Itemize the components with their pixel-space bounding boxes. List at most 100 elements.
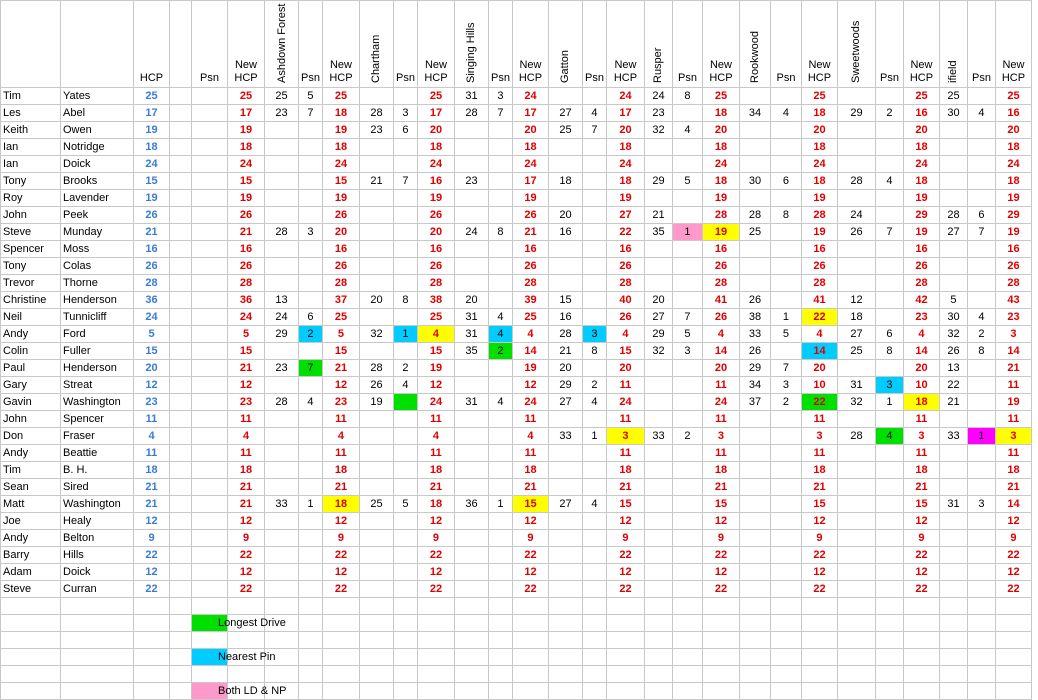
blank-cell bbox=[769, 631, 802, 649]
score-cell bbox=[298, 410, 323, 428]
player-last-name: Ford bbox=[60, 325, 134, 343]
header-new-hcp: New HCP bbox=[902, 0, 940, 88]
new-hcp-cell: 18 bbox=[605, 172, 645, 190]
score-cell bbox=[264, 376, 299, 394]
blank-cell bbox=[227, 597, 265, 615]
new-hcp-cell: 4 bbox=[800, 325, 838, 343]
new-hcp-cell: 28 bbox=[902, 274, 940, 292]
blank-cell bbox=[133, 648, 170, 666]
score-cell bbox=[453, 427, 489, 445]
new-hcp-cell: 12 bbox=[321, 512, 360, 530]
blank-cell bbox=[994, 597, 1032, 615]
new-hcp-cell: 16 bbox=[416, 240, 455, 258]
player-first-name: Matt bbox=[0, 495, 61, 513]
blank-cell bbox=[191, 597, 228, 615]
blank-cell bbox=[169, 546, 192, 564]
score-cell: 34 bbox=[738, 376, 771, 394]
player-hcp: 19 bbox=[133, 121, 170, 139]
score-cell: 31 bbox=[453, 87, 489, 105]
player-hcp: 21 bbox=[133, 495, 170, 513]
score-cell bbox=[643, 376, 673, 394]
new-hcp-cell: 11 bbox=[800, 444, 838, 462]
header-course: Ashdown Forest bbox=[264, 0, 299, 88]
score-cell: 6 bbox=[392, 121, 418, 139]
new-hcp-cell: 24 bbox=[902, 155, 940, 173]
score-cell bbox=[671, 189, 703, 207]
score-cell bbox=[191, 325, 228, 343]
score-cell bbox=[938, 274, 968, 292]
header-psn: Psn bbox=[191, 0, 228, 88]
table-row: Colin Fuller 15 15 15 15 35 2 14 21 8 15 32 3 14 26 14 25… bbox=[0, 342, 1032, 360]
new-hcp-cell: 41 bbox=[701, 291, 740, 309]
blank-cell bbox=[671, 597, 703, 615]
score-cell bbox=[874, 410, 904, 428]
score-cell: 25 bbox=[738, 223, 771, 241]
score-cell: 21 bbox=[643, 206, 673, 224]
new-hcp-cell: 24 bbox=[511, 155, 549, 173]
blank-cell bbox=[701, 648, 740, 666]
blank-cell bbox=[994, 614, 1032, 632]
new-hcp-cell: 18 bbox=[511, 461, 549, 479]
score-cell bbox=[671, 444, 703, 462]
score-cell bbox=[358, 257, 394, 275]
score-cell bbox=[453, 138, 489, 156]
score-cell: 1 bbox=[298, 495, 323, 513]
blank-cell bbox=[60, 682, 134, 700]
new-hcp-cell: 24 bbox=[416, 393, 455, 411]
score-cell bbox=[738, 478, 771, 496]
new-hcp-cell: 21 bbox=[994, 478, 1032, 496]
score-cell bbox=[392, 155, 418, 173]
score-cell: 7 bbox=[966, 223, 996, 241]
header-course: Singing Hills bbox=[453, 0, 489, 88]
player-hcp: 18 bbox=[133, 138, 170, 156]
score-cell bbox=[264, 444, 299, 462]
new-hcp-cell: 15 bbox=[321, 342, 360, 360]
score-cell bbox=[671, 240, 703, 258]
table-row: Andy Ford 5 5 29 2 5 32 1 4 31 4 4 28 3 4 29 5 4 33 5 4 27 6 4 32… bbox=[0, 325, 1032, 343]
blank-cell bbox=[605, 648, 645, 666]
score-cell bbox=[191, 291, 228, 309]
header-new-hcp: New HCP bbox=[800, 0, 838, 88]
legend-row: Both LD & NP bbox=[0, 682, 1032, 700]
new-hcp-cell: 20 bbox=[605, 359, 645, 377]
blank-cell bbox=[874, 648, 904, 666]
score-cell bbox=[358, 87, 394, 105]
score-cell bbox=[836, 410, 876, 428]
score-cell bbox=[298, 206, 323, 224]
score-cell bbox=[836, 87, 876, 105]
blank-cell bbox=[169, 87, 192, 105]
new-hcp-cell: 26 bbox=[605, 308, 645, 326]
new-hcp-cell: 25 bbox=[701, 87, 740, 105]
new-hcp-cell: 21 bbox=[701, 478, 740, 496]
score-cell bbox=[358, 223, 394, 241]
player-hcp: 17 bbox=[133, 104, 170, 122]
new-hcp-cell: 16 bbox=[416, 172, 455, 190]
score-cell bbox=[264, 512, 299, 530]
table-row: Steve Curran 22 22 22 22 22 22 22 22 22 22 bbox=[0, 580, 1032, 598]
new-hcp-cell: 11 bbox=[902, 444, 940, 462]
player-first-name: Tim bbox=[0, 461, 61, 479]
score-cell bbox=[874, 580, 904, 598]
score-cell bbox=[671, 291, 703, 309]
new-hcp-cell: 17 bbox=[416, 104, 455, 122]
score-cell bbox=[487, 478, 513, 496]
blank-cell bbox=[453, 648, 489, 666]
new-hcp-cell: 15 bbox=[321, 172, 360, 190]
score-cell bbox=[392, 512, 418, 530]
blank-cell bbox=[643, 682, 673, 700]
score-cell: 2 bbox=[874, 104, 904, 122]
score-cell bbox=[547, 478, 583, 496]
score-cell bbox=[671, 376, 703, 394]
score-cell bbox=[487, 563, 513, 581]
new-hcp-cell: 3 bbox=[800, 427, 838, 445]
blank-cell bbox=[874, 665, 904, 683]
blank-cell bbox=[321, 614, 360, 632]
player-last-name: Colas bbox=[60, 257, 134, 275]
new-hcp-cell: 20 bbox=[800, 359, 838, 377]
new-hcp-cell: 12 bbox=[416, 376, 455, 394]
score-cell: 25 bbox=[938, 87, 968, 105]
score-cell bbox=[938, 580, 968, 598]
blank-cell bbox=[0, 597, 61, 615]
score-cell bbox=[738, 240, 771, 258]
score-cell bbox=[358, 138, 394, 156]
